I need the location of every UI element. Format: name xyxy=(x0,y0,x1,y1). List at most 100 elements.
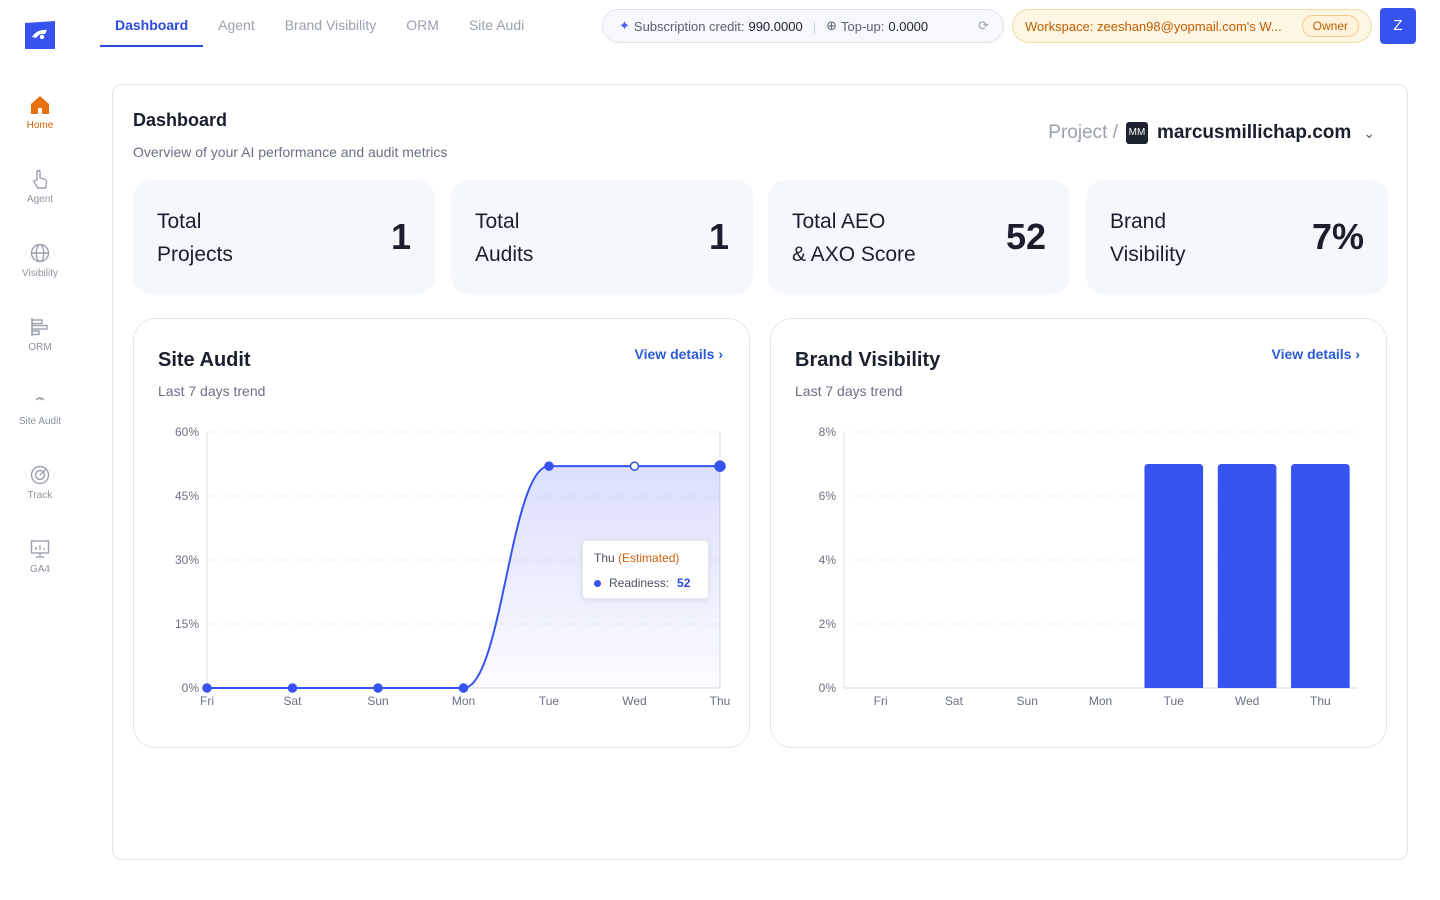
x-tick-label: Thu xyxy=(710,694,731,708)
x-tick-label: Mon xyxy=(1089,694,1112,708)
stat-value: 7% xyxy=(1311,216,1364,257)
stat-card-total-audits: Total Audits 1 xyxy=(451,180,753,294)
sidebar-item-agent[interactable]: Agent xyxy=(0,164,80,238)
sidebar-label-home: Home xyxy=(26,120,54,131)
main-tabs: Dashboard Agent Brand Visibility ORM Sit… xyxy=(100,0,539,47)
data-point xyxy=(629,461,640,471)
site-audit-view-details-link[interactable]: View details › xyxy=(634,346,723,362)
sidebar-item-visibility[interactable]: Visibility xyxy=(0,238,80,312)
stat-card-brand-visibility: Brand Visibility 7% xyxy=(1086,180,1388,294)
sidebar-label-agent: Agent xyxy=(26,194,54,205)
tab-brand-visibility[interactable]: Brand Visibility xyxy=(284,17,377,33)
legend-dot xyxy=(594,579,601,587)
y-tick-label: 0% xyxy=(819,681,837,695)
sidebar-item-track[interactable]: Track xyxy=(0,460,80,534)
tooltip-value: 52 xyxy=(677,576,691,590)
y-tick-label: 6% xyxy=(819,489,837,503)
bar xyxy=(1144,464,1204,688)
project-label: Project / xyxy=(1048,122,1118,143)
x-tick-label: Tue xyxy=(539,694,560,708)
y-tick-label: 45% xyxy=(175,489,199,503)
refresh-icon[interactable]: ⟳ xyxy=(978,18,989,33)
x-tick-label: Sun xyxy=(367,694,388,708)
brand-visibility-view-details-link[interactable]: View details › xyxy=(1271,346,1360,362)
x-tick-label: Wed xyxy=(622,694,646,708)
owner-badge: Owner xyxy=(1301,15,1359,37)
readiness-area xyxy=(207,466,720,688)
stat-label: Brand Visibility xyxy=(1110,210,1186,266)
stat-card-aeo-score: Total AEO & AXO Score 52 xyxy=(768,180,1070,294)
chevron-down-icon: ⌄ xyxy=(1363,124,1375,141)
project-logo: MM xyxy=(1125,122,1148,144)
x-tick-label: Wed xyxy=(1235,694,1259,708)
tooltip-row: Readiness: 52 xyxy=(594,576,690,590)
dashboard-card: Dashboard Overview of your AI performanc… xyxy=(112,84,1408,860)
chart-tooltip: Thu (Estimated) Readiness: 52 xyxy=(582,540,709,599)
site-audit-chart: 0% 15% 30% 45% 60% Fri Sat Sun Mon Tue Wed Thu xyxy=(175,425,731,708)
stat-label: Total AEO & AXO Score xyxy=(792,210,916,266)
app-logo-icon[interactable] xyxy=(25,21,55,49)
stat-label: Total Audits xyxy=(475,210,534,266)
sidebar-item-orm[interactable]: ORM xyxy=(0,312,80,386)
topup-value: 0.0000 xyxy=(888,18,929,34)
sidebar-label-orm: ORM xyxy=(28,342,52,353)
sidebar-label-ga4: GA4 xyxy=(29,564,50,575)
site-audit-card: Site Audit Last 7 days trend View detail… xyxy=(133,318,750,748)
bars-icon xyxy=(31,318,48,336)
subscription-label: Subscription credit: xyxy=(633,18,745,34)
x-tick-label: Thu xyxy=(1310,694,1331,708)
y-tick-label: 15% xyxy=(175,617,199,631)
x-tick-label: Fri xyxy=(874,694,888,708)
project-selector[interactable]: Project / MM marcusmillichap.com ⌄ xyxy=(1048,122,1375,144)
page-subtitle: Overview of your AI performance and audi… xyxy=(133,144,448,160)
tab-agent[interactable]: Agent xyxy=(218,17,255,33)
y-tick-label: 8% xyxy=(819,425,837,439)
chevron-right-icon: › xyxy=(718,346,723,362)
home-icon xyxy=(31,96,49,114)
page-title: Dashboard xyxy=(133,110,228,130)
y-tick-label: 60% xyxy=(175,425,199,439)
y-tick-label: 30% xyxy=(175,553,199,567)
site-audit-title: Site Audit xyxy=(158,349,251,371)
x-tick-label: Sun xyxy=(1017,694,1038,708)
stat-value: 1 xyxy=(390,216,411,257)
credit-pill: ✦ Subscription credit: 990.0000 | ⊕ Top-… xyxy=(602,9,1004,43)
tab-dashboard[interactable]: Dashboard xyxy=(100,0,204,47)
stat-card-total-projects: Total Projects 1 xyxy=(133,180,435,294)
workspace-name: Workspace: zeeshan98@yopmail.com's W... xyxy=(1025,18,1282,34)
chevron-right-icon: › xyxy=(1355,346,1360,362)
y-tick-label: 2% xyxy=(819,617,837,631)
workspace-selector[interactable]: Workspace: zeeshan98@yopmail.com's W... … xyxy=(1012,9,1372,43)
project-name: marcusmillichap.com xyxy=(1156,122,1352,143)
presentation-icon xyxy=(30,540,50,558)
y-tick-label: 0% xyxy=(182,681,200,695)
data-point xyxy=(544,461,554,471)
topup-label: Top-up: xyxy=(841,18,885,34)
data-point xyxy=(373,683,383,693)
brand-visibility-chart: 0% 2% 4% 6% 8% Fri Sat Sun Mon Tue Wed Thu xyxy=(819,425,1357,708)
sidebar-item-site-audit[interactable]: Site Audit xyxy=(0,386,80,460)
divider: | xyxy=(812,18,817,34)
tab-orm[interactable]: ORM xyxy=(406,17,439,33)
brand-visibility-title: Brand Visibility xyxy=(795,349,941,371)
data-point xyxy=(287,683,298,693)
brand-visibility-subtitle: Last 7 days trend xyxy=(795,383,903,399)
brand-visibility-card: Brand Visibility Last 7 days trend View … xyxy=(770,318,1387,748)
data-point xyxy=(202,683,212,693)
sidebar-label-site-audit: Site Audit xyxy=(18,416,62,427)
sidebar-item-ga4[interactable]: GA4 xyxy=(0,534,80,608)
user-avatar[interactable]: Z xyxy=(1380,8,1416,44)
gauge-icon xyxy=(35,397,45,401)
stat-value: 1 xyxy=(708,216,729,257)
x-tick-label: Sat xyxy=(945,694,964,708)
data-point xyxy=(714,460,726,472)
x-tick-label: Sat xyxy=(283,694,302,708)
x-tick-label: Mon xyxy=(452,694,475,708)
globe-icon xyxy=(30,243,50,263)
tab-site-audit[interactable]: Site Audi xyxy=(468,17,525,33)
plus-circle-icon: ⊕ xyxy=(826,18,837,33)
target-icon xyxy=(30,465,50,485)
sidebar-label-track: Track xyxy=(27,490,53,501)
sidebar-item-home[interactable]: Home xyxy=(0,90,80,164)
stat-value: 52 xyxy=(1005,216,1046,257)
